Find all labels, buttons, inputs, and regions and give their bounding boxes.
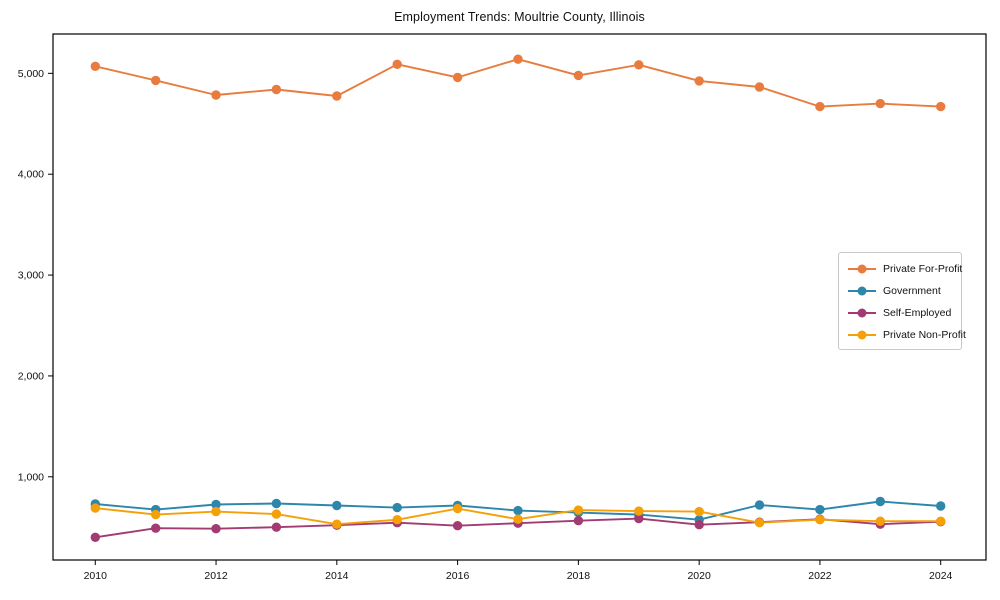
- series-marker-icon: [332, 91, 342, 101]
- y-tick-label: 5,000: [18, 68, 44, 80]
- x-tick-label: 2010: [84, 570, 108, 582]
- series-marker-icon: [452, 521, 463, 531]
- x-tick-label: 2018: [567, 570, 591, 582]
- series-marker-icon: [936, 516, 946, 526]
- series-marker-icon: [815, 101, 825, 112]
- legend-item-label: Private For-Profit: [883, 262, 963, 275]
- x-tick-label: 2016: [446, 570, 470, 582]
- legend-item: Government: [847, 282, 953, 299]
- legend-marker-icon: [848, 286, 876, 295]
- series-marker-icon: [90, 503, 101, 513]
- series-marker-icon: [211, 524, 221, 534]
- series-marker-icon: [90, 61, 101, 71]
- series-marker-icon: [151, 75, 161, 86]
- series-marker-icon: [634, 513, 644, 524]
- legend-marker-icon: [848, 264, 876, 273]
- series-marker-icon: [452, 503, 463, 514]
- series-marker-icon: [90, 532, 101, 542]
- legend-item: Self-Employed: [847, 304, 953, 321]
- series-marker-icon: [936, 101, 946, 112]
- y-tick-label: 3,000: [18, 270, 44, 282]
- x-tick-label: 2022: [808, 570, 832, 582]
- series-marker-icon: [151, 523, 161, 533]
- series-marker-icon: [271, 522, 282, 532]
- series-marker-icon: [815, 515, 825, 525]
- series-marker-icon: [513, 514, 523, 524]
- x-tick-label: 2012: [204, 570, 228, 582]
- series-marker-icon: [513, 505, 523, 516]
- x-tick-label: 2014: [325, 570, 349, 582]
- series-marker-icon: [452, 72, 463, 83]
- legend-marker-icon: [848, 308, 876, 317]
- y-tick-label: 4,000: [18, 169, 44, 181]
- series-line: [95, 58, 941, 108]
- x-tick-label: 2020: [687, 570, 711, 582]
- series-marker-icon: [754, 500, 765, 510]
- axes-frame: [52, 33, 987, 561]
- series-marker-icon: [211, 90, 221, 100]
- series-marker-icon: [332, 519, 342, 529]
- series-marker-icon: [513, 54, 523, 64]
- series-marker-icon: [875, 516, 885, 526]
- legend-item-label: Government: [883, 284, 941, 297]
- series-marker-icon: [875, 98, 885, 109]
- series-marker-icon: [573, 516, 584, 526]
- legend-item-label: Self-Employed: [883, 306, 952, 319]
- series-marker-icon: [875, 496, 885, 507]
- series-marker-icon: [694, 520, 704, 530]
- y-tick-label: 2,000: [18, 370, 44, 382]
- series-marker-icon: [754, 518, 765, 528]
- series-marker-icon: [392, 515, 402, 525]
- legend-marker-icon: [848, 330, 876, 339]
- series-marker-icon: [754, 82, 765, 92]
- series-marker-icon: [573, 70, 584, 81]
- legend: Private For-Profit Government Self-Employe…: [838, 252, 966, 350]
- series-marker-icon: [694, 506, 704, 517]
- series-marker-icon: [211, 499, 221, 510]
- legend-item-label: Private Non-Profit: [883, 328, 966, 341]
- legend-item: Private Non-Profit: [847, 326, 966, 343]
- series-marker-icon: [271, 509, 282, 519]
- series-marker-icon: [332, 500, 342, 511]
- series-marker-icon: [392, 59, 402, 69]
- series-marker-icon: [271, 498, 282, 509]
- series-marker-icon: [936, 501, 946, 511]
- series-marker-icon: [634, 60, 644, 70]
- series-marker-icon: [392, 502, 402, 513]
- y-tick-label: 1,000: [18, 471, 44, 483]
- x-tick-label: 2024: [929, 570, 953, 582]
- chart-title: Employment Trends: Moultrie County, Illi…: [394, 10, 645, 24]
- series-marker-icon: [694, 76, 704, 86]
- series-marker-icon: [151, 509, 161, 520]
- series-marker-icon: [634, 506, 644, 516]
- legend-item: Private For-Profit: [847, 260, 962, 277]
- series-marker-icon: [211, 506, 221, 517]
- series-marker-icon: [573, 505, 584, 515]
- series-marker-icon: [271, 84, 282, 95]
- series-marker-icon: [815, 504, 825, 515]
